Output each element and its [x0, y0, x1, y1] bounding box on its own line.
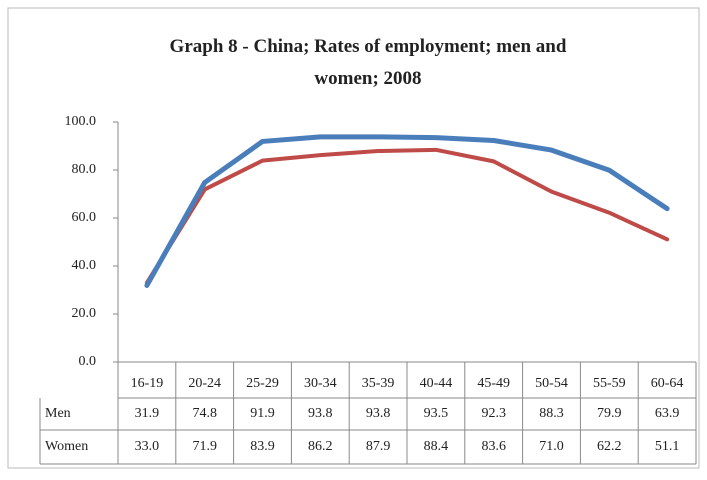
table-value: 71.9 [192, 439, 217, 454]
table-value: 63.9 [655, 406, 680, 421]
x-tick-label: 55-59 [593, 376, 626, 391]
y-tick-label: 60.0 [72, 210, 97, 225]
table-value: 51.1 [655, 439, 680, 454]
chart-frame [7, 7, 700, 469]
table-value: 91.9 [250, 406, 275, 421]
x-tick-label: 60-64 [651, 376, 684, 391]
table-value: 86.2 [308, 439, 333, 454]
table-value: 62.2 [597, 439, 622, 454]
x-tick-label: 16-19 [131, 376, 164, 391]
x-tick-label: 35-39 [362, 376, 395, 391]
x-tick-label: 40-44 [420, 376, 453, 391]
x-tick-label: 45-49 [477, 376, 510, 391]
table-value: 88.3 [539, 406, 564, 421]
table-value: 93.8 [308, 406, 333, 421]
x-tick-label: 50-54 [535, 376, 568, 391]
legend-label: Men [45, 406, 71, 421]
table-value: 93.8 [366, 406, 391, 421]
table-value: 88.4 [424, 439, 449, 454]
y-tick-label: 20.0 [72, 306, 97, 321]
series-line [144, 147, 670, 285]
legend-label: Women [45, 439, 88, 454]
table-value: 83.9 [250, 439, 275, 454]
x-tick-label: 25-29 [246, 376, 279, 391]
table-value: 33.0 [135, 439, 160, 454]
y-tick-label: 80.0 [72, 162, 97, 177]
table-value: 79.9 [597, 406, 622, 421]
table-value: 31.9 [135, 406, 160, 421]
series-line [144, 134, 670, 288]
table-value: 74.8 [192, 406, 217, 421]
x-tick-label: 30-34 [304, 376, 337, 391]
y-tick-label: 40.0 [72, 258, 97, 273]
y-tick-label: 0.0 [79, 354, 97, 369]
table-value: 92.3 [481, 406, 506, 421]
table-value: 83.6 [481, 439, 506, 454]
x-tick-label: 20-24 [188, 376, 221, 391]
table-value: 93.5 [424, 406, 449, 421]
chart-title: Graph 8 - China; Rates of employment; me… [170, 36, 567, 89]
y-tick-label: 100.0 [65, 114, 97, 129]
table-value: 87.9 [366, 439, 391, 454]
table-value: 71.0 [539, 439, 564, 454]
